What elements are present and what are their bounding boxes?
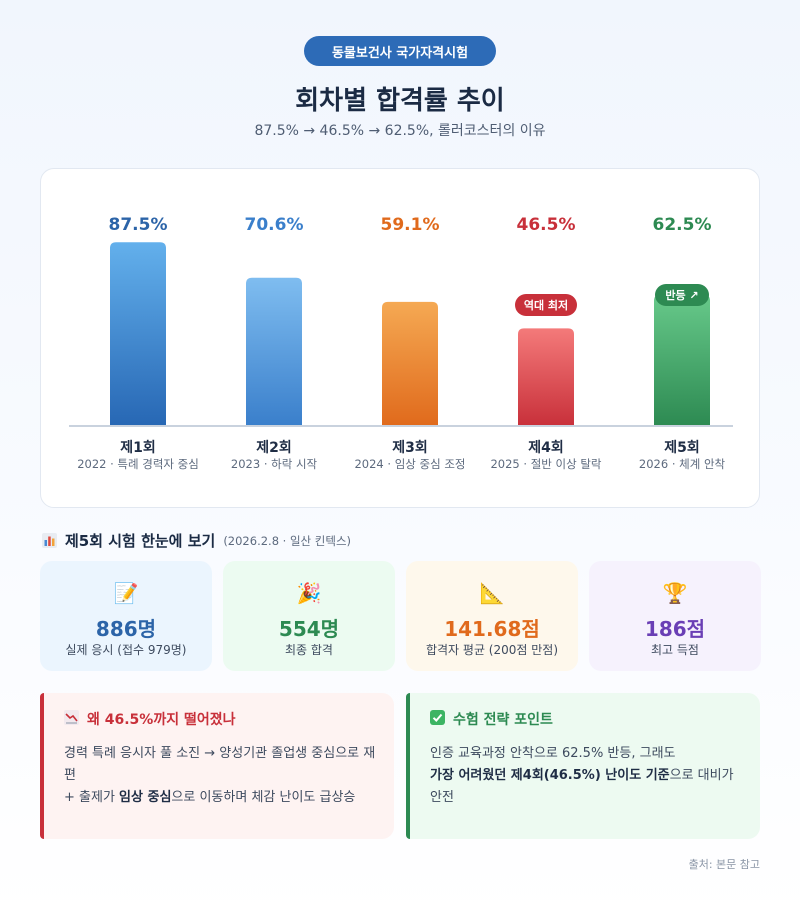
value-label-3: 59.1% bbox=[380, 215, 440, 235]
category-label-5: 제5회 bbox=[664, 440, 700, 456]
why-drop-note: 왜 46.5%까지 떨어졌나 경력 특례 응시자 풀 소진 → 양성기관 졸업생… bbox=[40, 693, 394, 839]
category-note-2: 2023 · 하락 시작 bbox=[230, 457, 318, 471]
page-subtitle: 87.5% → 46.5% → 62.5%, 롤러코스터의 이유 bbox=[254, 123, 546, 139]
strategy-line-1: 인증 교육과정 안착으로 62.5% 반등, 그래도 bbox=[430, 746, 676, 761]
why-drop-line-2: + 출제가 임상 중심으로 이동하며 체감 난이도 급상승 bbox=[64, 790, 356, 805]
summary-section-title: 제5회 시험 한눈에 보기 (2026.2.8 · 일산 킨텍스) bbox=[42, 530, 351, 551]
bar-1 bbox=[110, 242, 166, 426]
trophy-icon: 🏆 bbox=[662, 581, 688, 605]
stat-value: 141.68점 bbox=[444, 617, 540, 641]
stat-label: 실제 응시 (접수 979명) bbox=[65, 643, 187, 657]
strategy-note: 수험 전략 포인트 인증 교육과정 안착으로 62.5% 반등, 그래도 가장 … bbox=[406, 693, 760, 839]
stat-value: 186점 bbox=[644, 617, 706, 641]
category-label-1: 제1회 bbox=[120, 440, 156, 456]
value-label-2: 70.6% bbox=[244, 215, 304, 235]
bar-chart-icon bbox=[42, 533, 57, 548]
value-label-5: 62.5% bbox=[652, 215, 712, 235]
why-drop-line-1: 경력 특례 응시자 풀 소진 → 양성기관 졸업생 중심으로 재편 bbox=[64, 746, 376, 783]
value-label-1: 87.5% bbox=[108, 215, 168, 235]
triangle-ruler-icon: 📐 bbox=[479, 581, 505, 605]
summary-date: (2026.2.8 · 일산 킨텍스) bbox=[223, 533, 352, 548]
stat-value: 886명 bbox=[95, 617, 157, 641]
stat-label: 최고 득점 bbox=[651, 643, 699, 657]
strategy-title: 수험 전략 포인트 bbox=[453, 712, 553, 728]
stat-value: 554명 bbox=[278, 617, 340, 641]
party-popper-icon: 🎉 bbox=[296, 581, 322, 605]
annotation-pill-2: 반등 ↗ bbox=[655, 283, 709, 306]
bar-3 bbox=[382, 301, 438, 426]
bar-5 bbox=[654, 294, 710, 426]
check-mark-icon bbox=[430, 709, 445, 729]
pass-rate-chart: 87.5% 제1회 2022 · 특례 경력자 중심 70.6% 제2회 2023 · 하… bbox=[40, 168, 760, 508]
category-label-3: 제3회 bbox=[392, 440, 428, 456]
category-label-2: 제2회 bbox=[256, 440, 292, 456]
strategy-line-2: 가장 어려웠던 제4회(46.5%) 난이도 기준으로 대비가 안전 bbox=[430, 768, 734, 805]
category-label-4: 제4회 bbox=[528, 440, 564, 456]
stat-label: 합격자 평균 (200점 만점) bbox=[425, 643, 559, 657]
stat-label: 최종 합격 bbox=[285, 643, 333, 657]
why-drop-title: 왜 46.5%까지 떨어졌나 bbox=[87, 712, 236, 728]
annotation-pill-1: 역대 최저 bbox=[515, 294, 577, 317]
page-title: 회차별 합격률 추이 bbox=[295, 86, 505, 116]
bar-4 bbox=[518, 328, 574, 426]
value-label-4: 46.5% bbox=[516, 215, 576, 235]
summary-title-text: 제5회 시험 한눈에 보기 bbox=[65, 532, 216, 550]
category-note-3: 2024 · 임상 중심 조정 bbox=[354, 457, 466, 471]
bar-2 bbox=[246, 277, 302, 426]
chart-decreasing-icon bbox=[64, 709, 79, 729]
category-note-4: 2025 · 절반 이상 탈락 bbox=[490, 457, 602, 471]
category-note-1: 2022 · 특례 경력자 중심 bbox=[77, 457, 199, 471]
memo-icon: 📝 bbox=[113, 581, 139, 605]
category-note-5: 2026 · 체계 안착 bbox=[638, 457, 726, 471]
source-note: 출처: 본문 참고 bbox=[688, 858, 760, 871]
chart-canvas bbox=[69, 242, 733, 427]
exam-badge: 동물보건사 국가자격시험 bbox=[304, 36, 496, 66]
